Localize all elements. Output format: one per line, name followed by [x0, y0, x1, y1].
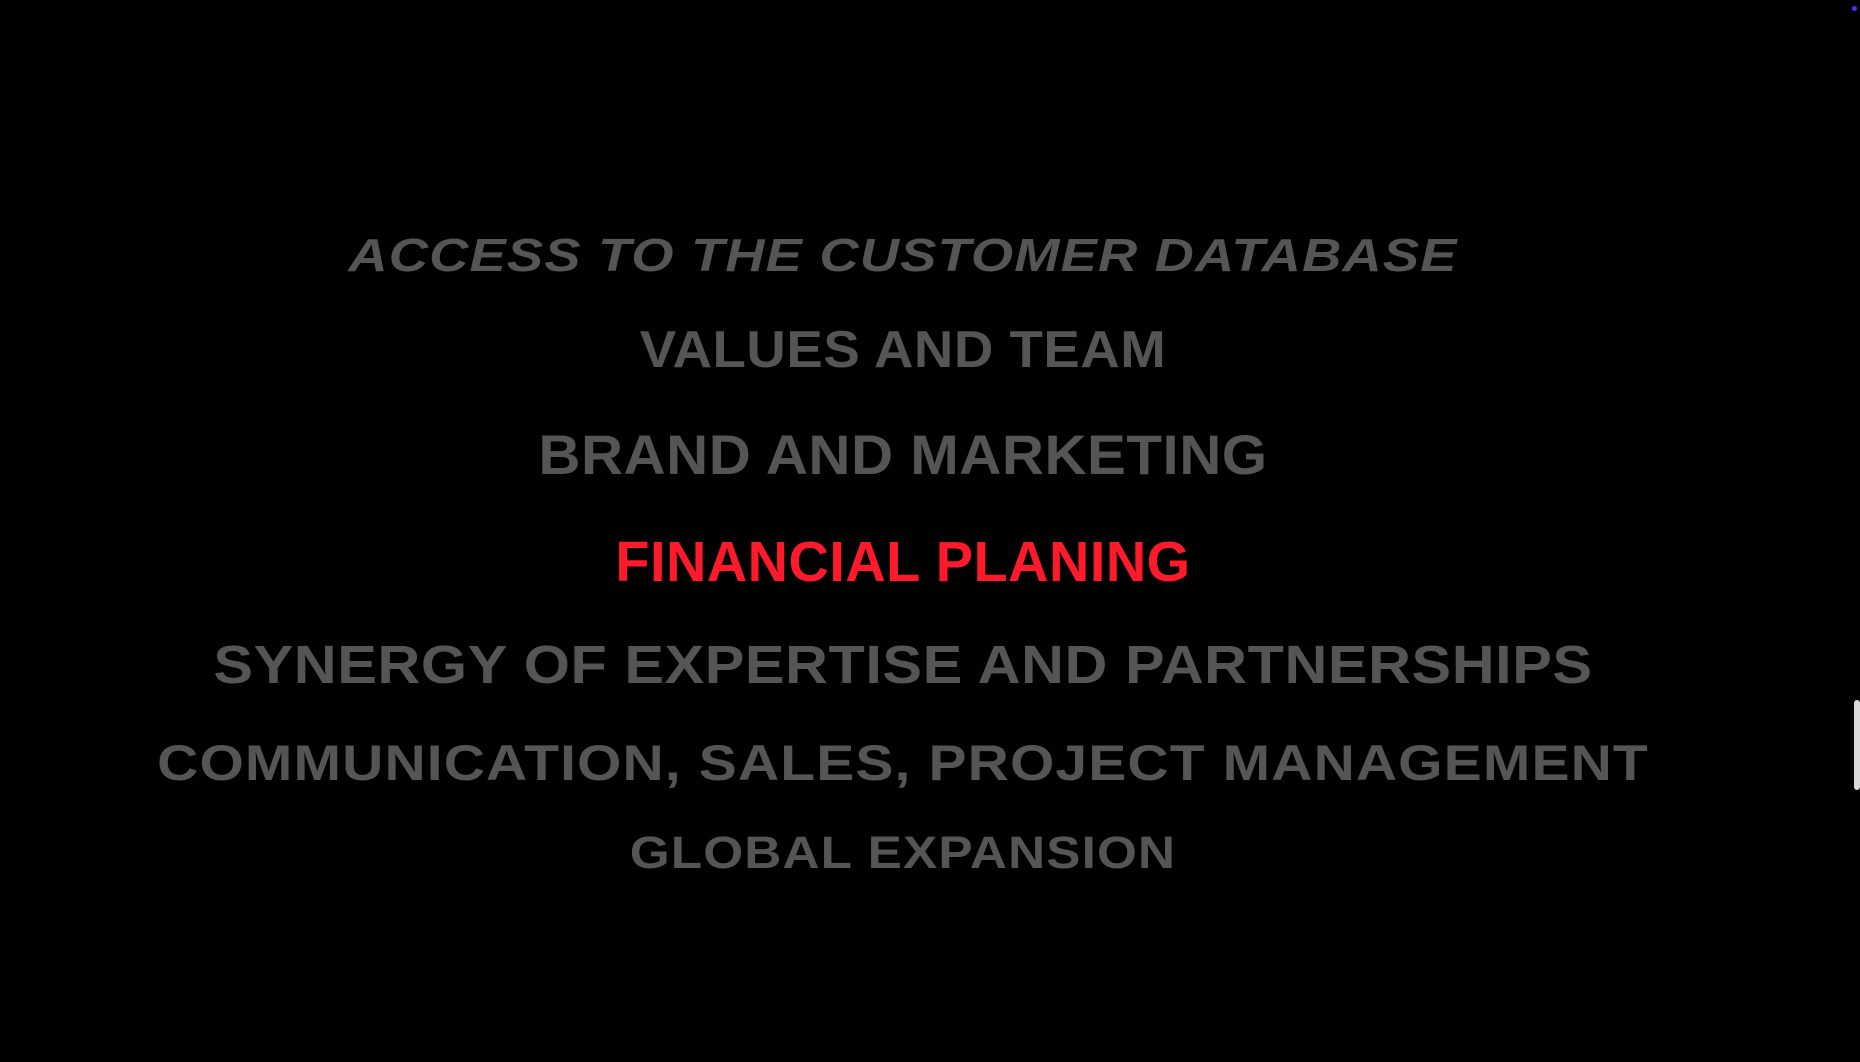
menu-item-synergy[interactable]: SYNERGY OF EXPERTISE AND PARTNERSHIPS [213, 635, 1593, 695]
scrollbar-thumb[interactable] [1854, 700, 1860, 790]
topic-menu: ACCESS TO THE CUSTOMER DATABASE VALUES A… [157, 229, 1648, 878]
menu-item-values-and-team[interactable]: VALUES AND TEAM [639, 321, 1167, 379]
menu-item-brand-and-marketing[interactable]: BRAND AND MARKETING [538, 423, 1268, 486]
menu-item-global-expansion[interactable]: GLOBAL EXPANSION [629, 827, 1177, 878]
indicator-dot [1852, 6, 1857, 11]
menu-item-communication[interactable]: COMMUNICATION, SALES, PROJECT MANAGEMENT [157, 735, 1649, 791]
page-scrollbar[interactable] [1850, 0, 1860, 1062]
menu-item-financial-planing[interactable]: FINANCIAL PLANING [615, 530, 1191, 594]
menu-item-customer-database[interactable]: ACCESS TO THE CUSTOMER DATABASE [348, 229, 1458, 281]
